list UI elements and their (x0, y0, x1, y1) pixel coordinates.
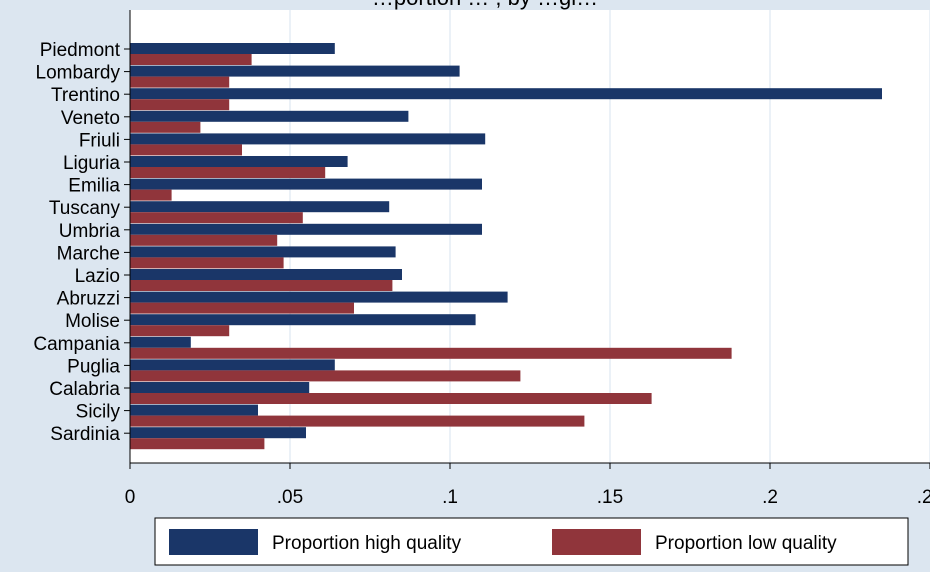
y-tick-label: Umbria (59, 221, 121, 242)
bar-high-quality (130, 110, 409, 122)
bar-high-quality (130, 201, 390, 213)
bar-high-quality (130, 314, 476, 326)
x-tick-label: 0 (125, 487, 136, 508)
bar-low-quality (130, 325, 230, 337)
y-tick-labels: PiedmontLombardyTrentinoVenetoFriuliLigu… (33, 40, 130, 445)
bar-high-quality (130, 178, 482, 190)
bar-low-quality (130, 370, 521, 382)
y-tick-label: Lombardy (36, 63, 121, 84)
x-tick-label: .2 (762, 487, 778, 508)
bar-low-quality (130, 189, 172, 201)
bar-high-quality (130, 427, 306, 439)
y-tick-label: Calabria (49, 379, 120, 400)
y-tick-label: Puglia (67, 356, 120, 377)
x-tick-label: .05 (277, 487, 303, 508)
legend-label-low: Proportion low quality (655, 533, 837, 554)
y-tick-label: Friuli (79, 130, 120, 151)
legend-swatch-high (169, 529, 258, 555)
bar-high-quality (130, 291, 508, 303)
bar-low-quality (130, 212, 303, 224)
y-tick-label: Campania (33, 334, 120, 355)
bar-low-quality (130, 54, 252, 65)
y-tick-label: Veneto (61, 108, 120, 129)
y-tick-label: Trentino (51, 85, 120, 106)
x-tick-label: .25 (917, 487, 930, 508)
y-tick-label: Sicily (76, 402, 121, 423)
bar-low-quality (130, 257, 284, 269)
bar-high-quality (130, 43, 335, 54)
x-tick-labels: 0 .05 .1 .15 .2 .25 (125, 463, 930, 508)
y-tick-label: Marche (57, 243, 120, 264)
bar-low-quality (130, 347, 732, 359)
bar-low-quality (130, 393, 652, 404)
bar-high-quality (130, 65, 460, 77)
bar-low-quality (130, 415, 585, 427)
bar-high-quality (130, 359, 335, 371)
y-tick-label: Liguria (63, 153, 120, 174)
y-tick-label: Tuscany (49, 198, 121, 219)
bar-low-quality (130, 438, 265, 450)
x-tick-label: .15 (597, 487, 623, 508)
legend-label-high: Proportion high quality (272, 533, 462, 554)
bar-low-quality (130, 167, 326, 178)
bar-high-quality (130, 246, 396, 258)
bar-low-quality (130, 280, 393, 291)
bar-low-quality (130, 76, 230, 88)
bar-high-quality (130, 336, 191, 348)
bar-low-quality (130, 302, 354, 314)
bar-low-quality (130, 99, 230, 111)
bar-high-quality (130, 88, 882, 100)
chart-title: …portion … , by …gi… (372, 0, 598, 10)
legend-swatch-low (552, 529, 641, 555)
bar-high-quality (130, 382, 310, 393)
bar-low-quality (130, 144, 242, 156)
y-tick-label: Sardinia (50, 424, 120, 445)
legend: Proportion high quality Proportion low q… (154, 517, 909, 566)
bar-high-quality (130, 223, 482, 235)
y-tick-label: Lazio (75, 266, 120, 287)
legend-box (154, 517, 909, 566)
bar-high-quality (130, 133, 486, 145)
y-tick-label: Emilia (68, 176, 120, 197)
y-tick-label: Piedmont (40, 40, 121, 61)
bar-high-quality (130, 156, 348, 167)
y-tick-label: Abruzzi (57, 289, 120, 310)
y-tick-label: Molise (65, 311, 120, 332)
bar-high-quality (130, 404, 258, 416)
bar-low-quality (130, 234, 278, 246)
bar-high-quality (130, 269, 402, 280)
bars (130, 43, 882, 450)
bar-low-quality (130, 121, 201, 133)
x-tick-label: .1 (442, 487, 458, 508)
